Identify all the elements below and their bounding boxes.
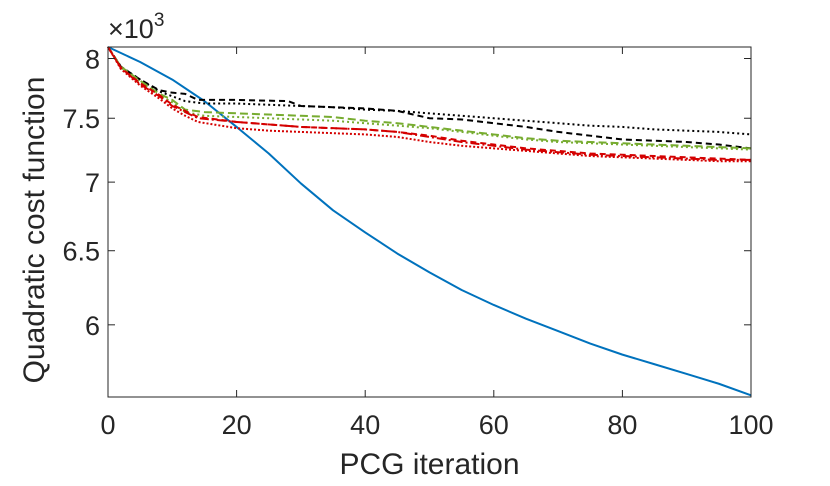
axes-box [107,46,752,398]
axes-frame [107,46,752,398]
x-tick-label: 60 [479,410,509,440]
x-tick-label: 0 [100,410,115,440]
series-layer [107,46,752,397]
x-tick-label: 20 [222,410,252,440]
x-axis-ticks: 0 20 40 60 80 100 [100,47,774,440]
y-tick-label: 8 [85,45,100,75]
x-tick-label: 100 [728,410,773,440]
series-line-1 [107,46,752,397]
series-line-5 [107,46,752,151]
x-axis-label: PCG iteration [339,448,519,481]
y-tick-label: 7.5 [62,104,100,134]
y-axis-label: Quadratic cost function [18,77,51,384]
x-tick-label: 80 [607,410,637,440]
series-line-3 [107,46,752,136]
y-tick-label: 6 [85,311,100,341]
y-multiplier-base: ×10 [108,14,154,44]
y-multiplier-exponent: 3 [154,10,165,31]
series-line-4 [107,46,752,150]
y-tick-label: 7 [85,168,100,198]
series-line-7 [107,46,751,161]
y-tick-label: 6.5 [62,237,100,267]
series-line-2 [107,46,752,150]
plot-area [108,47,751,397]
x-tick-label: 40 [350,410,380,440]
y-axis-multiplier: ×103 [108,10,164,44]
plot-background [108,47,751,397]
y-axis-ticks: 6 6.5 7 7.5 8 [62,45,751,341]
